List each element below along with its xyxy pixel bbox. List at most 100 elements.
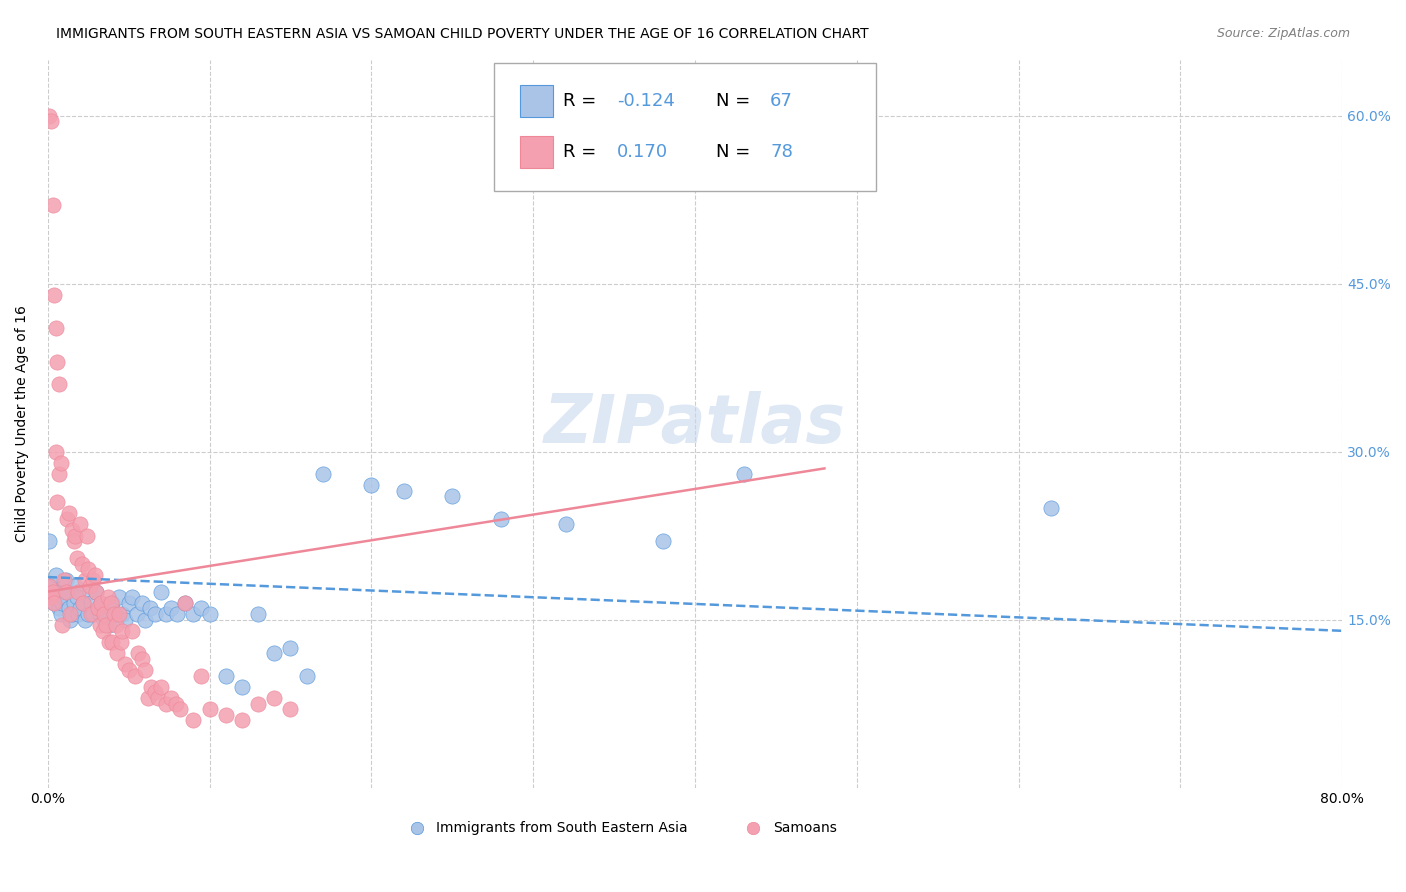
Point bbox=[39, 591, 62, 605]
Point bbox=[247, 607, 270, 621]
Point bbox=[60, 607, 83, 621]
Point bbox=[215, 668, 238, 682]
Point bbox=[55, 574, 77, 588]
Point bbox=[46, 584, 69, 599]
Point bbox=[48, 601, 70, 615]
Point bbox=[121, 624, 143, 638]
Point bbox=[69, 517, 91, 532]
Point bbox=[56, 512, 79, 526]
Point bbox=[70, 557, 93, 571]
Point bbox=[67, 584, 90, 599]
Point bbox=[72, 596, 94, 610]
Point bbox=[89, 618, 111, 632]
Point bbox=[108, 607, 131, 621]
Point bbox=[84, 584, 107, 599]
Point bbox=[111, 624, 134, 638]
Point bbox=[165, 697, 187, 711]
Point bbox=[136, 691, 159, 706]
Point bbox=[44, 596, 66, 610]
Text: R =: R = bbox=[562, 92, 602, 110]
Point bbox=[554, 517, 576, 532]
Point bbox=[55, 584, 77, 599]
Point bbox=[62, 596, 84, 610]
Point bbox=[39, 579, 62, 593]
Point bbox=[38, 534, 60, 549]
Point bbox=[84, 584, 107, 599]
Point bbox=[79, 579, 101, 593]
Point bbox=[159, 601, 181, 615]
Point bbox=[1040, 500, 1063, 515]
Point bbox=[127, 646, 149, 660]
FancyBboxPatch shape bbox=[495, 63, 876, 191]
Point bbox=[67, 607, 90, 621]
Point bbox=[80, 607, 103, 621]
Point bbox=[166, 607, 188, 621]
Point bbox=[280, 640, 302, 655]
Point bbox=[198, 702, 221, 716]
Text: -0.124: -0.124 bbox=[617, 92, 675, 110]
Point bbox=[93, 613, 115, 627]
Point bbox=[66, 551, 89, 566]
Point bbox=[183, 607, 205, 621]
Text: IMMIGRANTS FROM SOUTH EASTERN ASIA VS SAMOAN CHILD POVERTY UNDER THE AGE OF 16 C: IMMIGRANTS FROM SOUTH EASTERN ASIA VS SA… bbox=[56, 27, 869, 41]
Point bbox=[80, 596, 103, 610]
Point bbox=[143, 607, 166, 621]
Text: Samoans: Samoans bbox=[773, 821, 837, 835]
Point bbox=[41, 591, 63, 605]
Point bbox=[45, 321, 67, 335]
Point bbox=[39, 114, 62, 128]
Point bbox=[100, 596, 122, 610]
Point bbox=[733, 467, 755, 481]
Point bbox=[46, 495, 69, 509]
Point bbox=[38, 579, 60, 593]
Text: Source: ZipAtlas.com: Source: ZipAtlas.com bbox=[1216, 27, 1350, 40]
Text: N =: N = bbox=[716, 92, 755, 110]
Text: 0.170: 0.170 bbox=[617, 143, 668, 161]
Point bbox=[231, 680, 253, 694]
Point bbox=[52, 591, 75, 605]
Point bbox=[312, 467, 335, 481]
Point bbox=[155, 607, 177, 621]
Point bbox=[125, 607, 148, 621]
Y-axis label: Child Poverty Under the Age of 16: Child Poverty Under the Age of 16 bbox=[15, 305, 30, 542]
Point bbox=[105, 646, 128, 660]
Point bbox=[498, 842, 520, 856]
Point bbox=[114, 657, 136, 672]
Point bbox=[49, 456, 72, 470]
Point bbox=[155, 697, 177, 711]
Point bbox=[150, 680, 173, 694]
Point bbox=[651, 534, 673, 549]
Text: Immigrants from South Eastern Asia: Immigrants from South Eastern Asia bbox=[436, 821, 688, 835]
Point bbox=[66, 591, 89, 605]
Point bbox=[103, 607, 125, 621]
Point bbox=[65, 579, 87, 593]
Point bbox=[150, 584, 173, 599]
Point bbox=[90, 596, 112, 610]
Point bbox=[90, 596, 112, 610]
Point bbox=[62, 534, 84, 549]
Point bbox=[48, 467, 70, 481]
Point bbox=[141, 680, 163, 694]
Point bbox=[134, 663, 156, 677]
Point bbox=[59, 607, 82, 621]
Point bbox=[143, 685, 166, 699]
Point bbox=[441, 490, 464, 504]
Point bbox=[295, 668, 318, 682]
Point bbox=[108, 591, 131, 605]
Point bbox=[198, 607, 221, 621]
Point bbox=[98, 635, 121, 649]
Text: ZIPatlas: ZIPatlas bbox=[544, 391, 846, 457]
Point bbox=[60, 523, 83, 537]
Point bbox=[114, 613, 136, 627]
Point bbox=[169, 702, 191, 716]
Point bbox=[94, 607, 117, 621]
Point bbox=[58, 506, 80, 520]
Point bbox=[97, 591, 120, 605]
Point bbox=[51, 596, 73, 610]
Point bbox=[215, 707, 238, 722]
Point bbox=[45, 567, 67, 582]
FancyBboxPatch shape bbox=[520, 85, 553, 118]
Point bbox=[263, 691, 285, 706]
Point bbox=[392, 483, 415, 498]
Point bbox=[46, 355, 69, 369]
